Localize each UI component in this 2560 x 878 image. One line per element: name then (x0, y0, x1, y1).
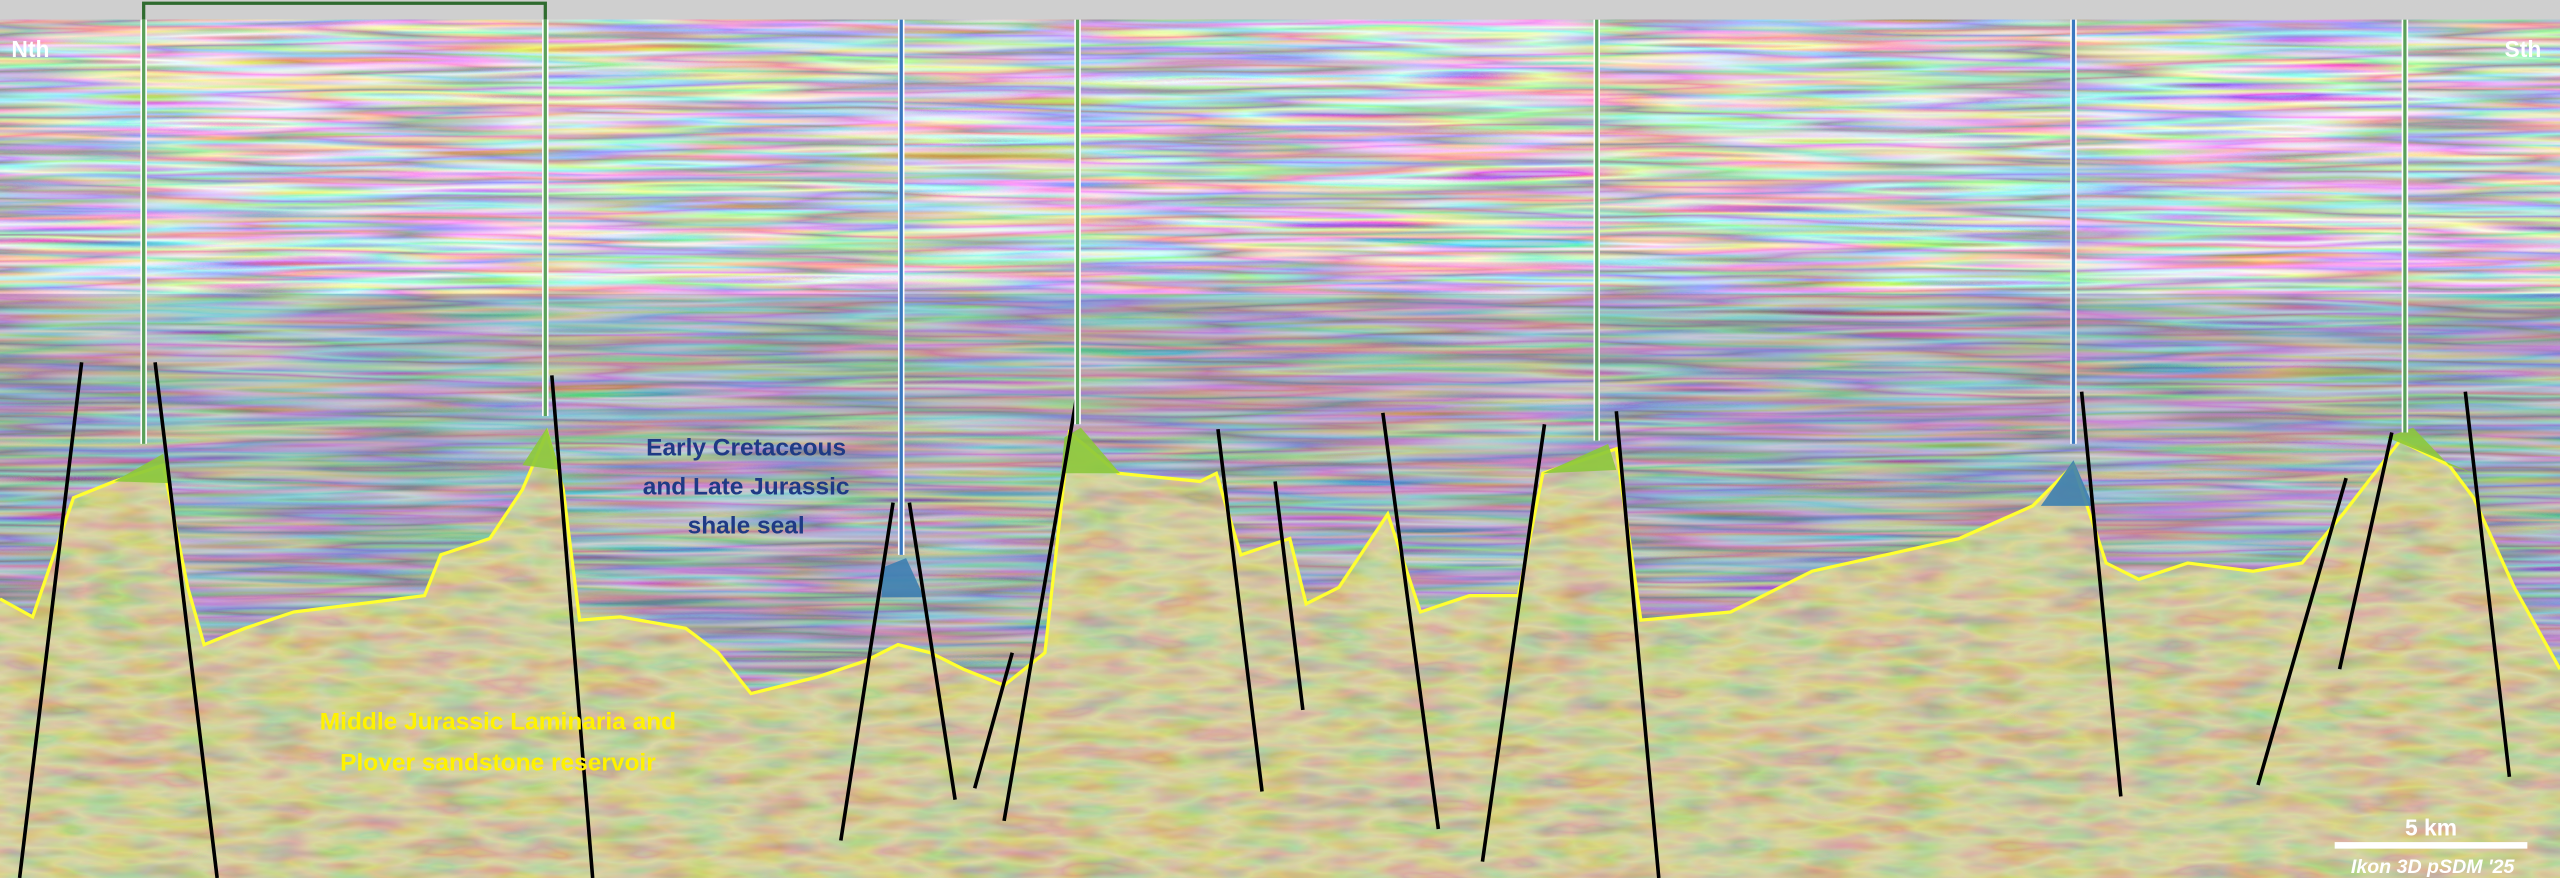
wells (140, 1, 2409, 555)
faults (17, 362, 2512, 878)
fault (1614, 411, 1661, 878)
seal-line: shale seal (688, 513, 805, 540)
fault (1381, 412, 1441, 830)
trap (1061, 427, 1120, 474)
fault (2337, 432, 2394, 670)
scale-bar (2334, 842, 2528, 849)
fault (153, 362, 219, 878)
seal-line: and Late Jurassic (643, 473, 850, 500)
fault (972, 652, 1014, 789)
fault (2463, 391, 2512, 778)
reservoir-line: Plover sandstone reservoir (340, 749, 656, 776)
trap (114, 453, 170, 484)
well-bracket (142, 1, 547, 20)
fault (1216, 428, 1264, 792)
fault (907, 502, 957, 800)
credit: Ikon 3D pSDM '25 (2351, 856, 2516, 878)
trap (522, 427, 560, 471)
top-strip (0, 0, 2560, 20)
reservoir-label: Middle Jurassic Laminaria and Plover san… (320, 708, 676, 776)
seal-line: Early Cretaceous (646, 434, 846, 461)
fault (2256, 477, 2348, 786)
north-label: Nth (11, 36, 49, 62)
south-label: Sth (2504, 36, 2541, 62)
reservoir-line: Middle Jurassic Laminaria and (320, 708, 676, 735)
fault (17, 362, 84, 878)
fault (1273, 481, 1305, 711)
fault (550, 375, 595, 878)
fault (839, 502, 895, 841)
traps (114, 427, 2474, 598)
scale-label: 5 km (2405, 815, 2457, 841)
trap (881, 558, 925, 598)
trap (1542, 443, 1617, 474)
seal-label: Early Cretaceous and Late Jurassic shale… (643, 434, 850, 539)
trap (2040, 460, 2094, 506)
fault (1002, 391, 1080, 822)
fault (2079, 391, 2123, 797)
fault (1480, 424, 1547, 862)
trap (2386, 427, 2474, 474)
